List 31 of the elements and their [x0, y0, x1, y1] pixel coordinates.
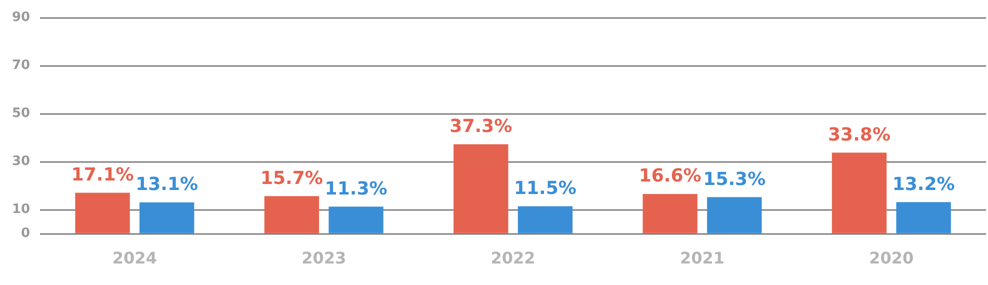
bar	[454, 144, 508, 234]
bar	[642, 194, 698, 234]
y-tick-label: 0	[21, 226, 30, 242]
bar	[75, 192, 130, 234]
x-tick-label: 2023	[302, 248, 346, 268]
x-tick-label: 2020	[869, 248, 914, 268]
y-tick-label: 70	[12, 58, 30, 74]
data-label: 17.1%	[71, 164, 134, 186]
data-label: 11.5%	[514, 178, 576, 199]
data-label: 13.2%	[892, 174, 955, 195]
y-tick-label: 90	[12, 10, 30, 26]
bar	[264, 196, 320, 234]
data-label: 33.8%	[828, 124, 890, 146]
data-label: 15.7%	[260, 168, 323, 189]
y-tick-label: 50	[12, 106, 30, 122]
data-label: 37.3%	[450, 116, 512, 137]
bar	[832, 152, 887, 234]
data-label: 13.1%	[136, 174, 198, 196]
bar	[140, 202, 194, 234]
data-label: 15.3%	[703, 168, 766, 190]
x-tick-label: 2021	[680, 248, 724, 268]
x-tick-label: 2022	[490, 248, 536, 268]
x-tick-label: 2024	[112, 248, 157, 268]
bar	[518, 206, 573, 234]
data-label: 16.6%	[638, 166, 702, 187]
bar	[328, 206, 384, 234]
data-label: 11.3%	[324, 178, 388, 200]
y-tick-label: 30	[12, 154, 30, 170]
y-tick-label: 10	[12, 202, 30, 218]
bar	[896, 202, 951, 234]
bar	[707, 197, 762, 234]
